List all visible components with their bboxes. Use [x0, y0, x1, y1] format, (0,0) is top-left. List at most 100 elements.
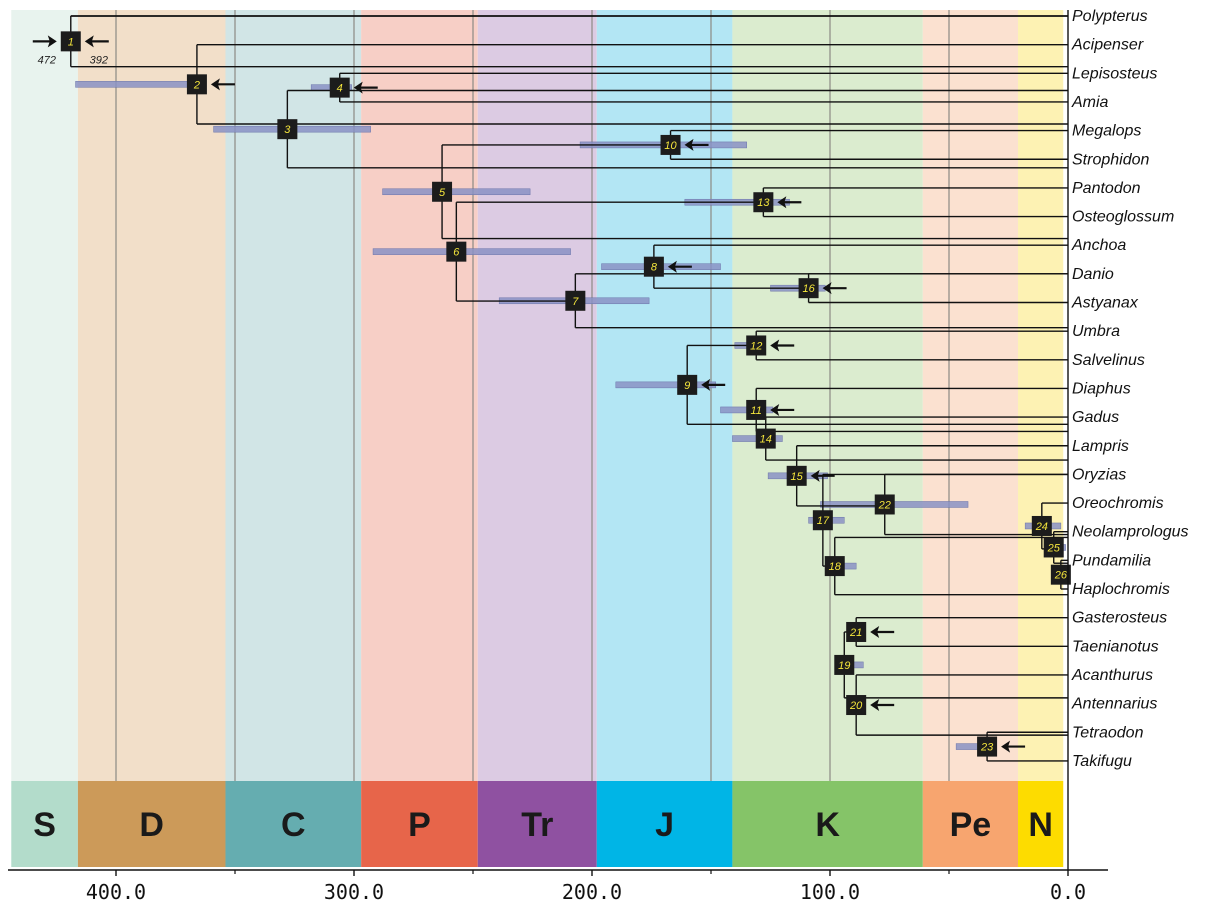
node-number: 24 — [1035, 521, 1048, 533]
node-marker — [834, 654, 855, 675]
node-number: 11 — [751, 405, 762, 417]
arrow-head-icon — [47, 35, 57, 48]
taxon-label: Umbra — [1072, 323, 1120, 340]
arrow-head-icon — [770, 339, 780, 352]
taxon-label: Danio — [1072, 266, 1114, 283]
node-marker — [846, 695, 867, 716]
taxon-label: Oreochromis — [1072, 495, 1164, 512]
time-axis: 400.0 300.0 200.0 100.0 0.0 — [8, 10, 1108, 904]
taxon-label: Oryzias — [1072, 466, 1126, 483]
period-label-j: J — [655, 806, 674, 844]
period-band-n — [1018, 781, 1064, 867]
calibration-max-label: 472 — [38, 54, 56, 66]
node-number: 13 — [757, 197, 770, 209]
period-label-pe: Pe — [950, 806, 992, 844]
arrow-head-icon — [1001, 740, 1011, 753]
arrow-head-icon — [770, 403, 780, 416]
period-band-k — [732, 781, 923, 867]
node-marker — [753, 192, 774, 213]
node-number: 16 — [802, 283, 815, 295]
arrow-head-icon — [701, 378, 711, 391]
period-band-tr — [477, 781, 597, 867]
node-marker — [874, 494, 895, 515]
node-marker — [432, 181, 453, 202]
arrow-head-icon — [353, 81, 363, 94]
node-marker — [1043, 537, 1064, 558]
period-band-layer: S D C P Tr J K Pe N — [11, 781, 1064, 867]
taxon-label: Lepisosteus — [1072, 65, 1157, 82]
period-background-d — [77, 10, 226, 781]
gridline-layer — [115, 10, 950, 781]
node-number: 9 — [684, 380, 690, 392]
node-layer: 1234567891011121314151617181920212223242… — [60, 31, 1071, 757]
period-band-pe — [922, 781, 1019, 867]
arrow-head-icon — [870, 699, 880, 712]
node-confidence-bar — [615, 381, 717, 389]
arrow-head-icon — [777, 196, 787, 209]
node-number: 3 — [284, 124, 291, 136]
node-marker — [846, 621, 867, 642]
period-background-layer — [11, 10, 1064, 781]
node-number: 19 — [838, 660, 850, 672]
period-band-s — [11, 781, 78, 867]
node-number: 8 — [651, 262, 658, 274]
node-number: 15 — [791, 471, 804, 483]
arrow-head-icon — [84, 35, 94, 48]
node-marker — [677, 374, 698, 395]
node-number: 1 — [68, 36, 74, 48]
taxon-label: Osteoglossum — [1072, 209, 1174, 226]
calibration-arrow-layer: 472 392 — [32, 35, 1026, 753]
period-band-j — [596, 781, 733, 867]
taxon-label: Pundamilia — [1072, 552, 1151, 569]
period-background-tr — [477, 10, 597, 781]
taxon-label: Anchoa — [1071, 237, 1126, 254]
node-marker — [643, 256, 664, 277]
axis-tick-label: 400.0 — [86, 880, 146, 904]
node-number: 14 — [760, 434, 772, 446]
period-background-j — [596, 10, 733, 781]
taxon-label: Tetraodon — [1072, 724, 1144, 741]
node-confidence-bar — [75, 81, 205, 88]
node-marker — [565, 290, 586, 311]
node-number: 7 — [572, 296, 579, 308]
taxon-label: Amia — [1071, 94, 1109, 111]
node-marker — [746, 399, 767, 420]
taxon-label: Gadus — [1072, 409, 1119, 426]
axis-tick-label: 100.0 — [800, 880, 860, 904]
period-band-d — [77, 781, 226, 867]
node-number: 20 — [849, 700, 863, 712]
node-marker — [786, 465, 807, 486]
node-number: 6 — [453, 247, 460, 259]
node-confidence-bar — [382, 188, 531, 196]
arrow-head-icon — [822, 282, 832, 295]
taxon-label: Haplochromis — [1072, 581, 1170, 598]
taxon-label: Pantodon — [1072, 180, 1141, 197]
axis-tick-label: 200.0 — [562, 880, 622, 904]
arrow-head-icon — [684, 138, 694, 151]
taxon-label-layer: Polypterus Acipenser Lepisosteus Amia Megalo… — [1071, 8, 1189, 770]
arrow-head-icon — [870, 625, 880, 638]
taxon-label: Strophidon — [1072, 151, 1149, 168]
node-marker — [186, 74, 207, 95]
taxon-label: Megalops — [1072, 123, 1141, 140]
node-confidence-bar — [372, 248, 571, 255]
taxon-label: Lampris — [1072, 438, 1129, 455]
node-number: 17 — [817, 515, 830, 527]
node-number: 22 — [878, 499, 891, 511]
period-label-p: P — [408, 806, 431, 844]
period-band-p — [361, 781, 478, 867]
node-number: 25 — [1047, 542, 1061, 554]
taxon-label: Salvelinus — [1072, 352, 1145, 369]
node-marker — [446, 241, 467, 262]
period-label-tr: Tr — [521, 806, 553, 844]
taxon-label: Acipenser — [1071, 37, 1144, 54]
node-marker — [824, 556, 845, 577]
arrow-head-icon — [210, 78, 220, 91]
calibration-min-label: 392 — [90, 54, 108, 66]
period-band-c — [225, 781, 362, 867]
node-number: 18 — [829, 561, 842, 573]
node-number: 10 — [664, 140, 677, 152]
period-label-k: K — [815, 806, 840, 844]
node-marker — [660, 134, 681, 155]
